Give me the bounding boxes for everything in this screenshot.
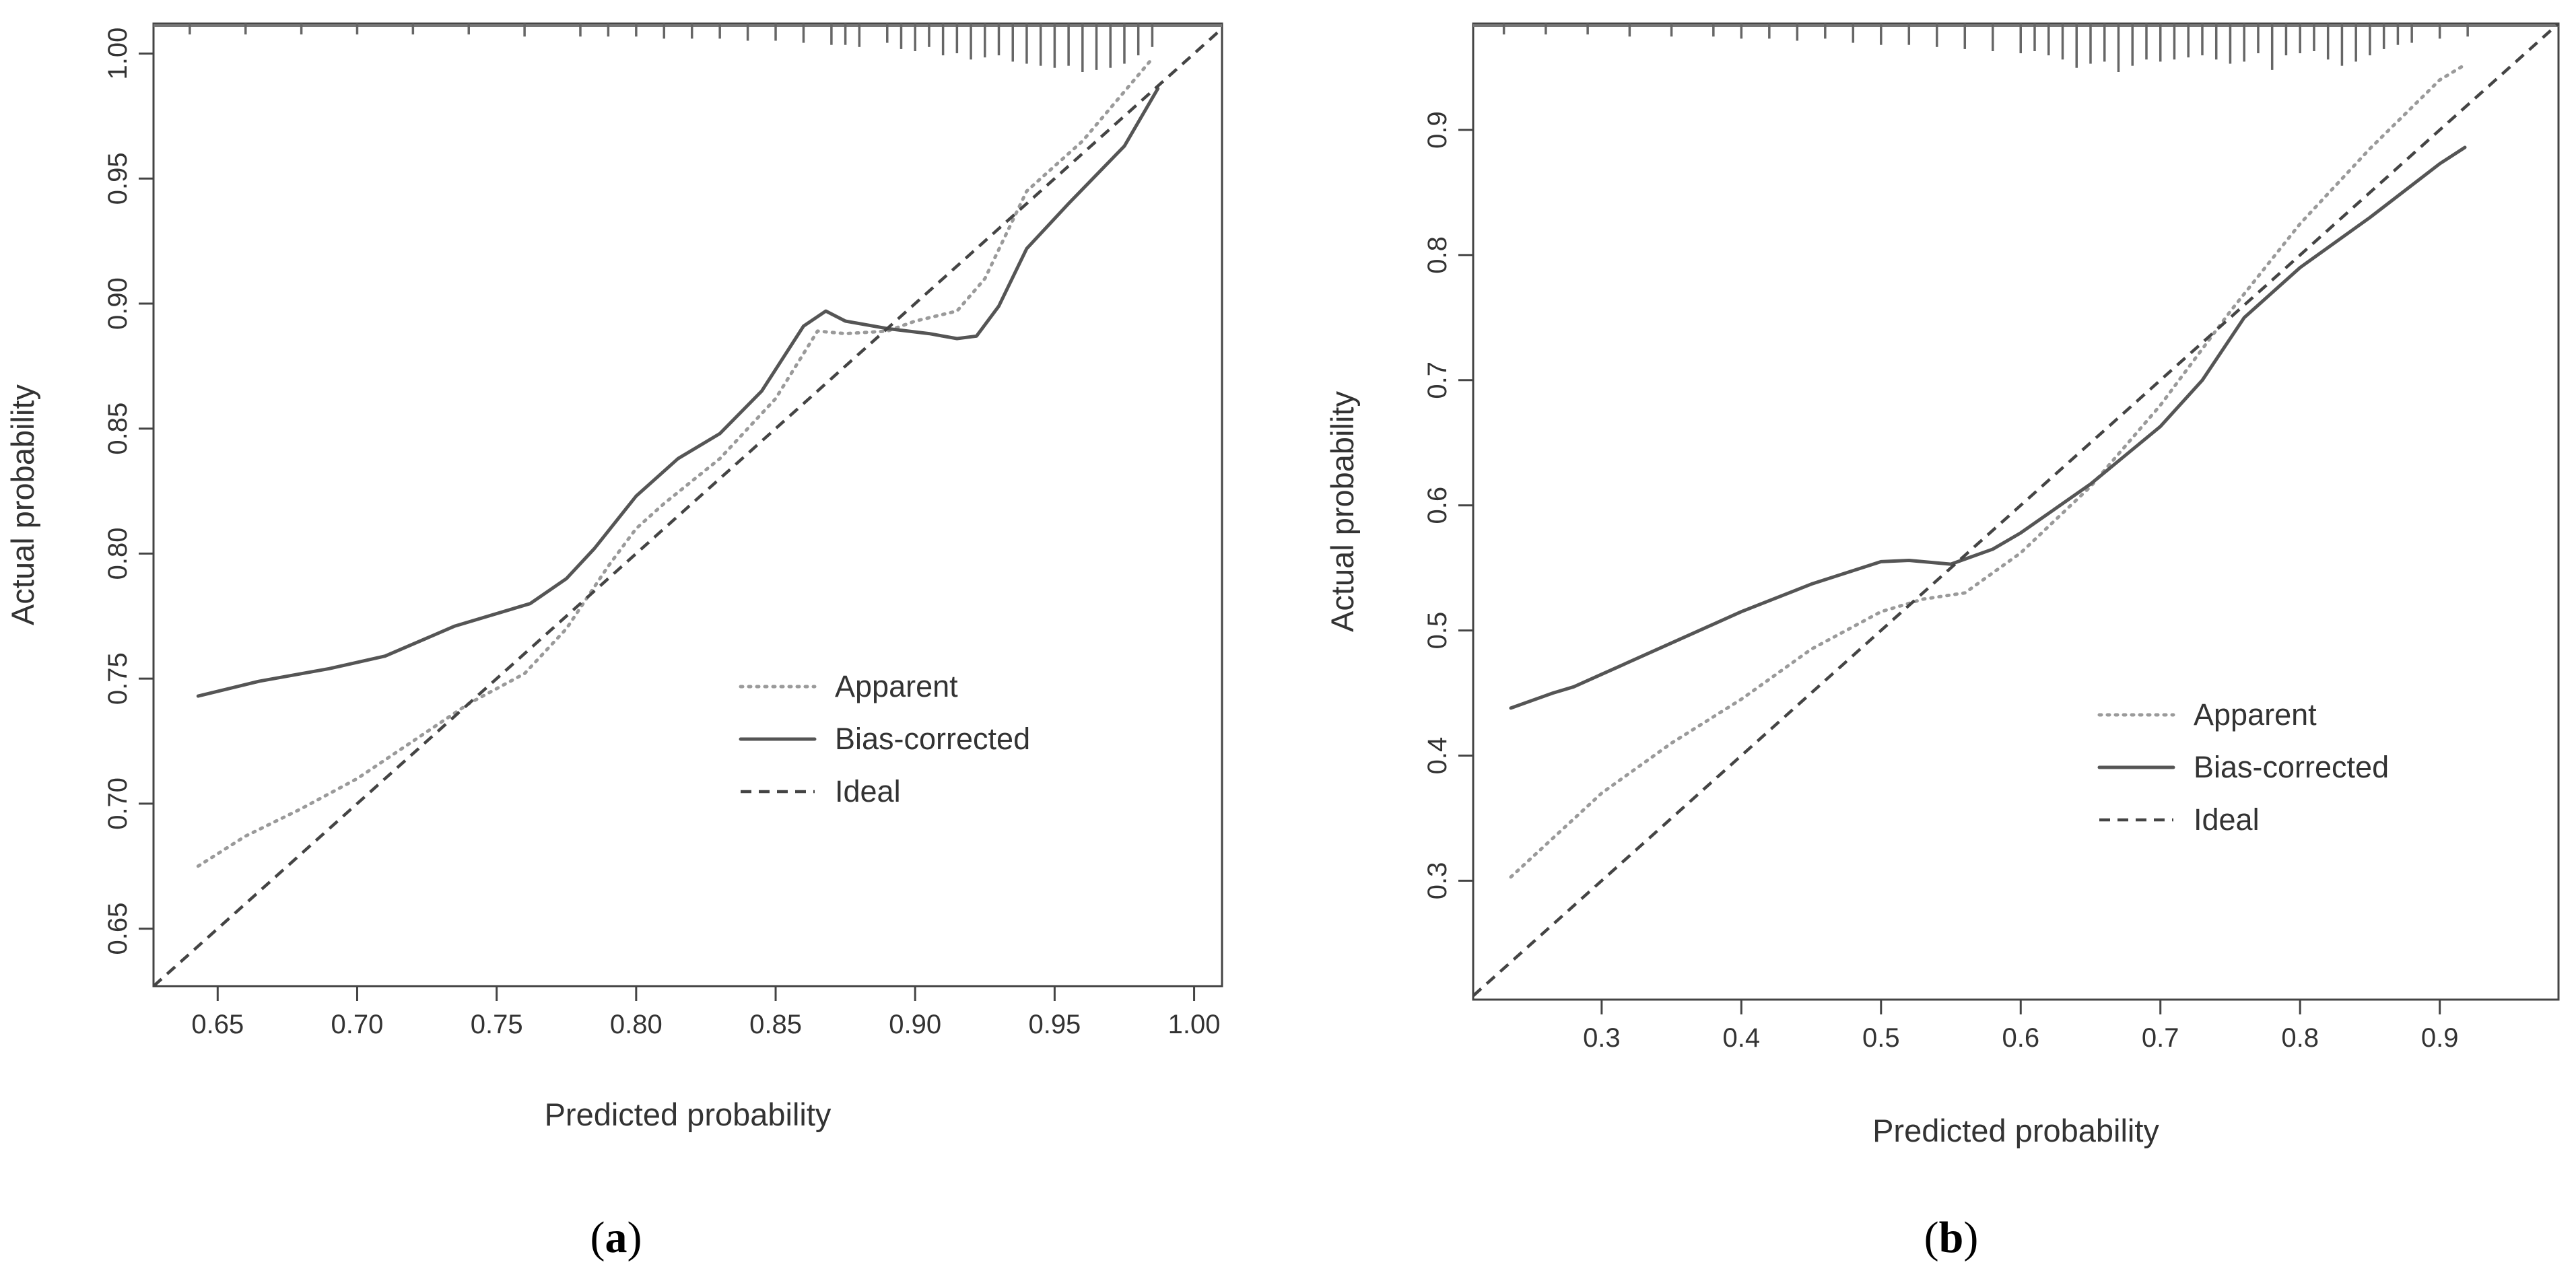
x-tick-label: 0.95 bbox=[1028, 1010, 1081, 1039]
series-group bbox=[1473, 24, 2558, 998]
x-tick-label: 0.4 bbox=[1723, 1023, 1761, 1053]
y-tick-label: 0.75 bbox=[103, 652, 133, 705]
y-tick-label: 0.6 bbox=[1423, 487, 1452, 524]
y-tick-label: 0.65 bbox=[103, 903, 133, 955]
series-line-apparent bbox=[1509, 63, 2467, 879]
plot-frame bbox=[152, 22, 1223, 987]
rug-group bbox=[1473, 24, 2558, 72]
x-tick-label: 0.80 bbox=[610, 1010, 663, 1039]
plot-frame bbox=[1472, 22, 2560, 1001]
y-tick-label: 0.3 bbox=[1423, 862, 1452, 900]
x-axis-title: Predicted probability bbox=[1872, 1113, 2159, 1148]
legend-label: Ideal bbox=[835, 774, 901, 808]
series-line-ideal bbox=[1473, 24, 2558, 998]
y-tick-label: 0.8 bbox=[1423, 236, 1452, 274]
x-tick-label: 0.65 bbox=[191, 1010, 244, 1039]
x-tick-label: 0.3 bbox=[1583, 1023, 1621, 1053]
y-tick-label: 0.4 bbox=[1423, 737, 1452, 775]
x-axis-title: Predicted probability bbox=[545, 1097, 832, 1132]
y-tick-label: 0.70 bbox=[103, 777, 133, 830]
panel-a-chart: 0.65 0.70 0.75 0.80 0.85 0.90 0.95 1.00 0.65 0.70… bbox=[5, 22, 1223, 1262]
y-tick-label: 0.80 bbox=[103, 527, 133, 580]
series-line-ideal bbox=[154, 27, 1222, 986]
panel-label: (b) bbox=[1924, 1213, 1979, 1262]
y-axis-title: Actual probability bbox=[1324, 391, 1360, 632]
x-tick-label: 0.85 bbox=[749, 1010, 802, 1039]
y-tick-label: 1.00 bbox=[103, 28, 133, 80]
series-group bbox=[154, 27, 1222, 986]
y-tick-label: 0.85 bbox=[103, 403, 133, 455]
series-line-bias-corrected bbox=[196, 87, 1160, 698]
x-tick-label: 0.70 bbox=[331, 1010, 384, 1039]
y-tick-label: 0.5 bbox=[1423, 612, 1452, 650]
x-tick-label: 0.7 bbox=[2142, 1023, 2179, 1053]
x-tick-label: 0.6 bbox=[2002, 1023, 2039, 1053]
y-tick-label: 0.95 bbox=[103, 152, 133, 205]
series-line-bias-corrected bbox=[1509, 145, 2467, 710]
y-axis-title: Actual probability bbox=[5, 384, 40, 625]
panel-label: (a) bbox=[590, 1213, 642, 1262]
y-tick-label: 0.7 bbox=[1423, 361, 1452, 399]
legend-label: Ideal bbox=[2194, 802, 2260, 837]
y-tick-label: 0.9 bbox=[1423, 111, 1452, 149]
x-tick-label: 0.9 bbox=[2421, 1023, 2459, 1053]
x-tick-label: 1.00 bbox=[1168, 1010, 1221, 1039]
legend-label: Apparent bbox=[2194, 697, 2317, 732]
legend-label: Bias-corrected bbox=[835, 722, 1030, 756]
x-tick-label: 0.75 bbox=[471, 1010, 523, 1039]
rug-group bbox=[154, 24, 1222, 72]
legend-label: Bias-corrected bbox=[2194, 750, 2389, 784]
x-tick-label: 0.90 bbox=[889, 1010, 941, 1039]
y-tick-label: 0.90 bbox=[103, 277, 133, 330]
legend-label: Apparent bbox=[835, 669, 958, 703]
x-tick-label: 0.5 bbox=[1862, 1023, 1900, 1053]
panel-b-chart: 0.3 0.4 0.5 0.6 0.7 0.8 0.9 0.3 0.4 0.5 0.6 0.7 0.8 0… bbox=[1324, 22, 2560, 1262]
x-tick-label: 0.8 bbox=[2281, 1023, 2319, 1053]
